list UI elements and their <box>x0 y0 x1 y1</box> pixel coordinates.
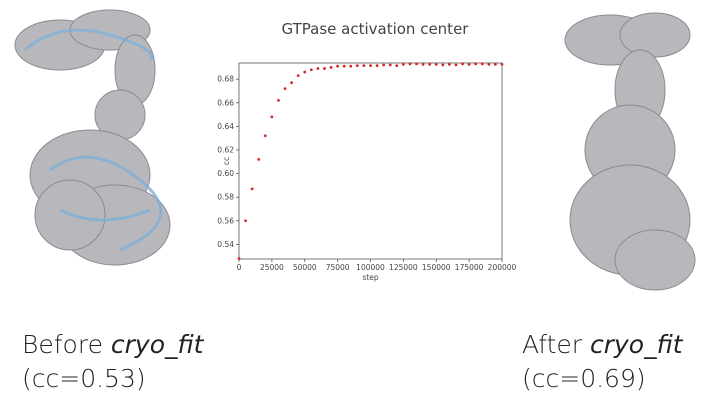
after-tool-name: cryo_fit <box>589 330 683 359</box>
after-cc: (cc=0.69) <box>522 364 646 393</box>
data-point <box>408 62 412 66</box>
data-point <box>415 62 418 66</box>
data-point <box>467 63 471 66</box>
cc-vs-step-chart: 0 25000 50000 75000 100000 125000 150000 175000… <box>217 62 517 282</box>
y-tick-label: 0.62 <box>217 145 234 154</box>
data-point <box>283 87 287 91</box>
x-tick-label: 200000 <box>488 263 517 272</box>
data-point <box>355 64 359 67</box>
chart-title: GTPase activation center <box>281 20 469 38</box>
data-point <box>480 62 484 66</box>
data-point <box>474 62 478 66</box>
data-point <box>342 64 346 68</box>
data-point <box>270 115 274 119</box>
data-point <box>323 67 326 70</box>
data-point <box>250 187 254 191</box>
before-label: Before <box>22 330 111 359</box>
data-point <box>316 67 320 70</box>
after-fit-density-map-image <box>564 12 696 291</box>
data-point <box>362 64 366 67</box>
plot-frame <box>238 62 503 260</box>
data-point <box>448 63 451 66</box>
x-tick-label: 0 <box>237 263 242 272</box>
data-point <box>401 63 405 66</box>
data-point <box>309 68 313 72</box>
data-point <box>329 65 333 69</box>
y-tick-label: 0.68 <box>217 75 234 84</box>
x-tick-label: 100000 <box>356 263 385 272</box>
before-cc: (cc=0.53) <box>22 364 146 393</box>
data-point <box>349 64 353 68</box>
y-axis-label: cc <box>222 157 231 165</box>
data-point <box>296 74 300 78</box>
data-point <box>434 63 438 66</box>
y-tick-label: 0.60 <box>217 169 234 178</box>
data-point <box>441 63 445 67</box>
data-point <box>303 70 307 74</box>
data-point <box>500 63 504 66</box>
data-point <box>375 64 379 67</box>
x-tick-label: 75000 <box>326 263 350 272</box>
data-point <box>494 63 497 66</box>
y-tick-label: 0.54 <box>217 240 234 249</box>
data-point <box>263 134 267 138</box>
data-point <box>382 63 386 67</box>
data-point <box>428 63 432 66</box>
data-point <box>461 62 464 66</box>
data-point <box>257 158 261 161</box>
data-point <box>454 63 458 67</box>
before-fit-density-map-image <box>14 9 171 266</box>
data-point <box>487 63 491 66</box>
data-point <box>369 64 372 67</box>
data-point <box>421 63 425 66</box>
x-tick-label: 125000 <box>389 263 418 272</box>
after-label: After <box>522 330 590 359</box>
x-axis-label: step <box>362 273 378 282</box>
data-point <box>290 81 293 85</box>
y-tick-label: 0.56 <box>217 216 234 225</box>
data-point <box>237 257 241 260</box>
data-point <box>395 64 399 67</box>
data-point <box>336 64 340 68</box>
before-caption: Before cryo_fit (cc=0.53) <box>22 328 203 396</box>
y-tick-label: 0.58 <box>217 193 234 202</box>
after-caption: After cryo_fit (cc=0.69) <box>522 328 683 396</box>
data-point <box>388 63 392 67</box>
y-tick-label: 0.66 <box>217 98 234 107</box>
data-point <box>244 219 247 223</box>
x-tick-label: 175000 <box>455 263 484 272</box>
x-tick-label: 25000 <box>260 263 284 272</box>
data-point <box>277 99 280 102</box>
before-tool-name: cryo_fit <box>110 330 204 359</box>
y-tick-label: 0.64 <box>217 122 234 131</box>
x-tick-label: 150000 <box>422 263 451 272</box>
x-tick-label: 50000 <box>293 263 317 272</box>
